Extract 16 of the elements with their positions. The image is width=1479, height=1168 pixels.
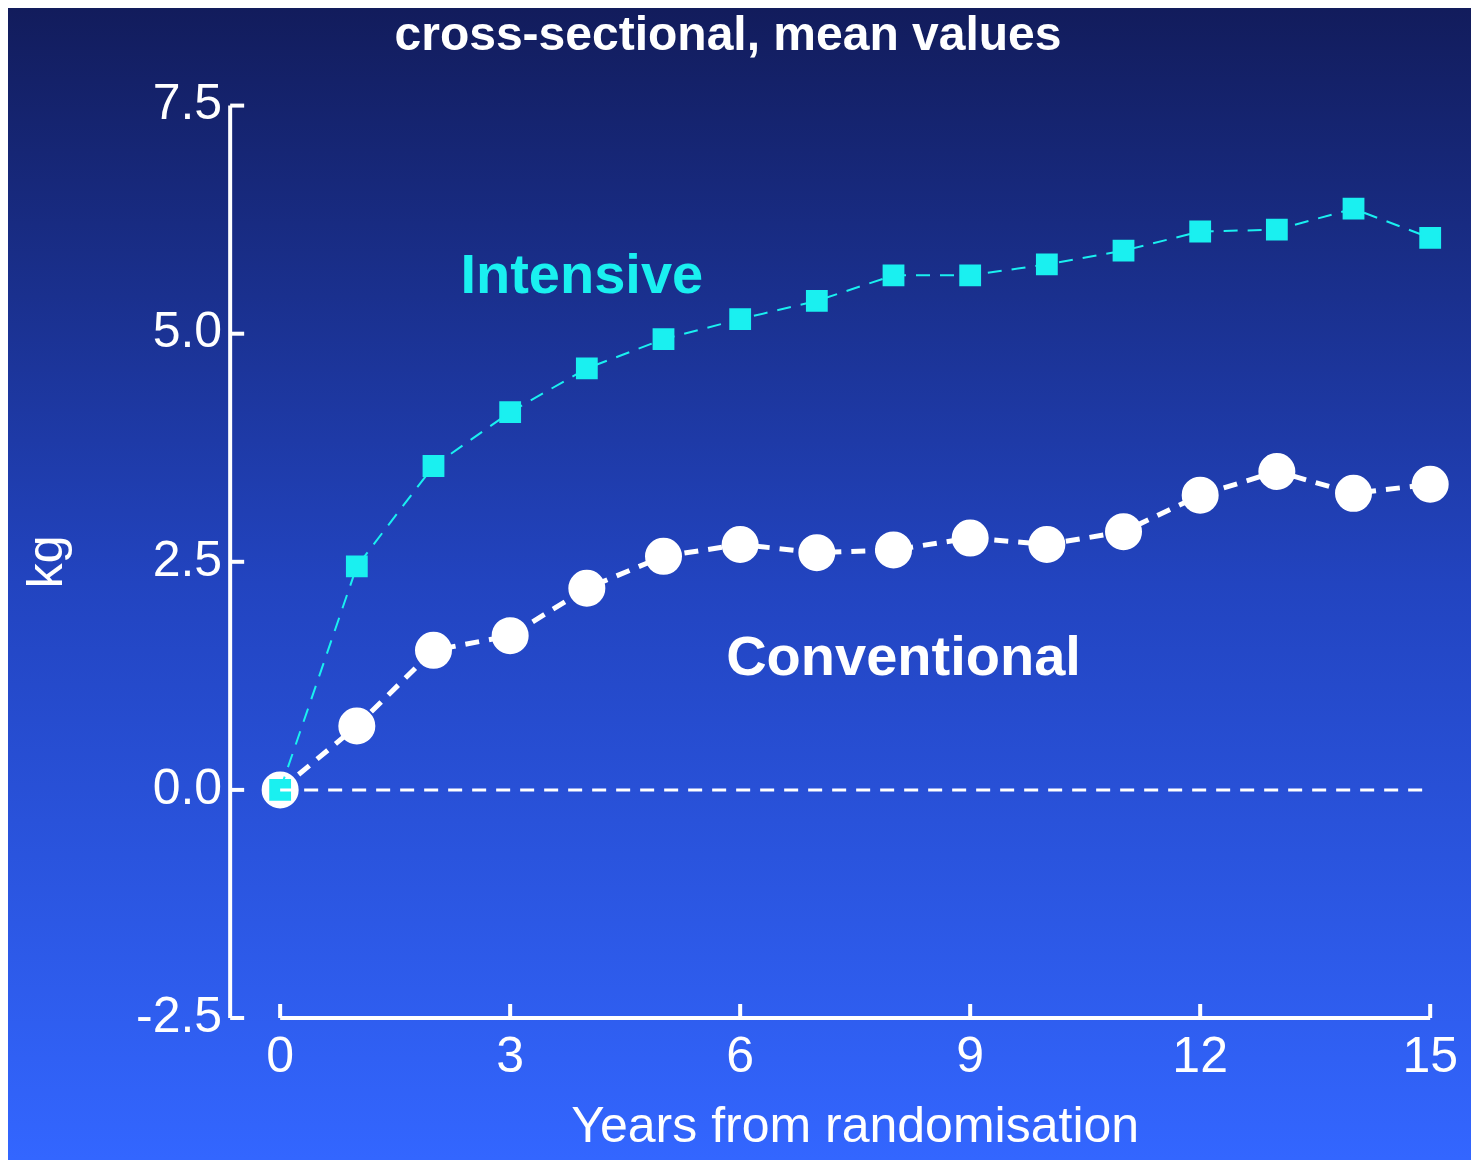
y-tick-label: 0.0 xyxy=(152,758,223,815)
y-tick-label: 5.0 xyxy=(152,302,223,359)
x-tick-label: 15 xyxy=(1402,1026,1458,1083)
y-axis-title: kg xyxy=(16,535,73,589)
x-tick-label: 6 xyxy=(726,1026,755,1083)
y-tick-label: 7.5 xyxy=(152,74,223,131)
x-tick-label: 9 xyxy=(956,1026,985,1083)
series-label: Conventional xyxy=(726,623,1081,687)
series-label: Intensive xyxy=(460,242,704,306)
y-tick-label: 2.5 xyxy=(152,530,223,587)
chart-title: cross-sectional, mean values xyxy=(394,7,1062,61)
x-tick-label: 3 xyxy=(496,1026,525,1083)
y-tick-label: -2.5 xyxy=(135,986,223,1043)
x-tick-label: 12 xyxy=(1172,1026,1228,1083)
x-axis-title: Years from randomisation xyxy=(571,1096,1140,1153)
x-tick-label: 0 xyxy=(266,1026,295,1083)
